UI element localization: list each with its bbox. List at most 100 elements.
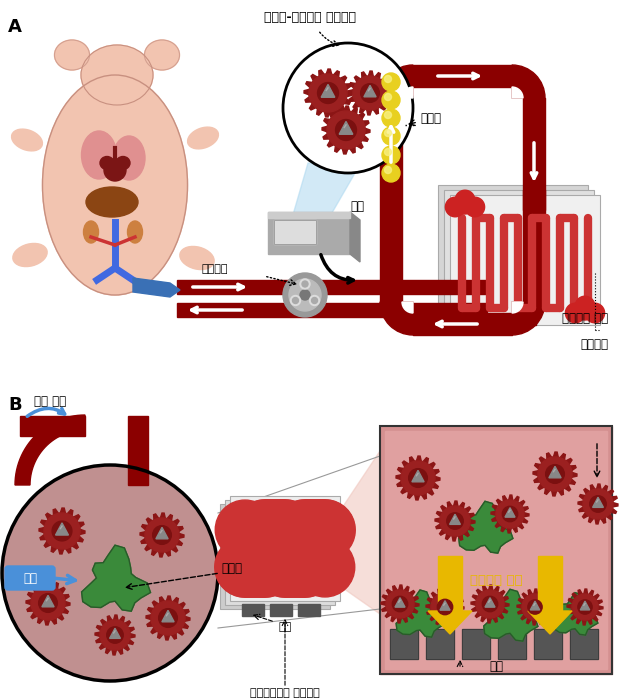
Circle shape: [295, 538, 355, 597]
Circle shape: [291, 295, 301, 305]
Circle shape: [317, 83, 339, 104]
Circle shape: [445, 197, 465, 217]
Circle shape: [546, 465, 564, 483]
Circle shape: [44, 513, 80, 549]
Circle shape: [455, 190, 475, 210]
Polygon shape: [321, 85, 335, 97]
Text: 자기영동분리 유체소자: 자기영동분리 유체소자: [250, 688, 320, 698]
Ellipse shape: [81, 45, 153, 105]
Bar: [426, 629, 454, 659]
Circle shape: [309, 295, 319, 305]
Circle shape: [382, 127, 400, 145]
Polygon shape: [95, 615, 135, 655]
Circle shape: [440, 506, 470, 536]
Circle shape: [52, 521, 72, 541]
Polygon shape: [435, 501, 475, 541]
Polygon shape: [530, 601, 539, 610]
Circle shape: [153, 526, 171, 545]
Circle shape: [302, 281, 308, 287]
Bar: [570, 629, 598, 659]
Bar: [313, 530, 337, 567]
Circle shape: [235, 538, 294, 597]
Text: 혈류 방향: 혈류 방향: [34, 395, 66, 408]
Circle shape: [2, 465, 218, 681]
Bar: [534, 629, 562, 659]
Wedge shape: [512, 65, 545, 98]
Circle shape: [215, 538, 275, 597]
Circle shape: [465, 197, 485, 217]
Circle shape: [401, 461, 435, 495]
Bar: [390, 629, 418, 659]
Bar: [274, 220, 316, 244]
Bar: [242, 604, 264, 616]
Circle shape: [38, 594, 57, 612]
Polygon shape: [593, 497, 603, 508]
Bar: [570, 629, 598, 659]
Polygon shape: [471, 585, 509, 623]
Polygon shape: [505, 508, 515, 517]
Polygon shape: [348, 71, 392, 115]
Text: 유체소자: 유체소자: [580, 338, 608, 351]
Circle shape: [293, 298, 298, 304]
Bar: [177, 280, 487, 294]
Bar: [438, 556, 462, 611]
Circle shape: [289, 279, 321, 311]
Circle shape: [590, 496, 606, 512]
Polygon shape: [364, 85, 376, 97]
Polygon shape: [578, 484, 618, 524]
Bar: [293, 530, 317, 567]
Polygon shape: [162, 610, 174, 622]
Circle shape: [311, 298, 317, 304]
Polygon shape: [440, 601, 450, 610]
Text: 자석: 자석: [489, 659, 503, 673]
Bar: [268, 212, 350, 218]
Circle shape: [382, 146, 400, 164]
Polygon shape: [381, 585, 419, 623]
Circle shape: [255, 500, 315, 559]
Circle shape: [215, 500, 275, 559]
Circle shape: [309, 74, 347, 112]
Text: 적혈구-초상자성 나노입자: 적혈구-초상자성 나노입자: [264, 11, 356, 24]
Circle shape: [382, 164, 400, 182]
Bar: [177, 303, 487, 317]
Polygon shape: [268, 212, 350, 254]
Ellipse shape: [116, 157, 130, 169]
Polygon shape: [528, 611, 572, 634]
Text: B: B: [8, 396, 22, 414]
Polygon shape: [82, 545, 151, 611]
Circle shape: [572, 594, 598, 620]
Polygon shape: [140, 513, 184, 557]
Circle shape: [283, 43, 413, 173]
Circle shape: [100, 620, 130, 650]
Polygon shape: [395, 598, 405, 607]
Polygon shape: [549, 466, 561, 478]
Bar: [390, 629, 418, 659]
Polygon shape: [485, 598, 495, 607]
Bar: [273, 530, 297, 567]
Polygon shape: [340, 451, 380, 614]
Circle shape: [384, 130, 391, 136]
Ellipse shape: [104, 159, 126, 181]
Polygon shape: [412, 470, 424, 482]
Circle shape: [159, 608, 177, 627]
FancyBboxPatch shape: [5, 566, 55, 590]
Ellipse shape: [43, 75, 187, 295]
Bar: [462, 629, 490, 659]
Bar: [274, 220, 316, 244]
Circle shape: [353, 76, 387, 110]
Ellipse shape: [13, 244, 47, 267]
Polygon shape: [42, 595, 54, 607]
Circle shape: [578, 600, 592, 614]
Circle shape: [386, 590, 414, 618]
Ellipse shape: [188, 127, 218, 149]
Circle shape: [528, 600, 542, 614]
Text: 자기영동 분리: 자기영동 분리: [470, 575, 522, 587]
Polygon shape: [133, 278, 180, 297]
Ellipse shape: [180, 246, 214, 270]
Circle shape: [384, 148, 391, 155]
Text: 자석: 자석: [278, 622, 291, 632]
Circle shape: [151, 601, 185, 635]
Wedge shape: [512, 302, 545, 335]
Polygon shape: [554, 593, 598, 635]
Circle shape: [585, 303, 604, 323]
